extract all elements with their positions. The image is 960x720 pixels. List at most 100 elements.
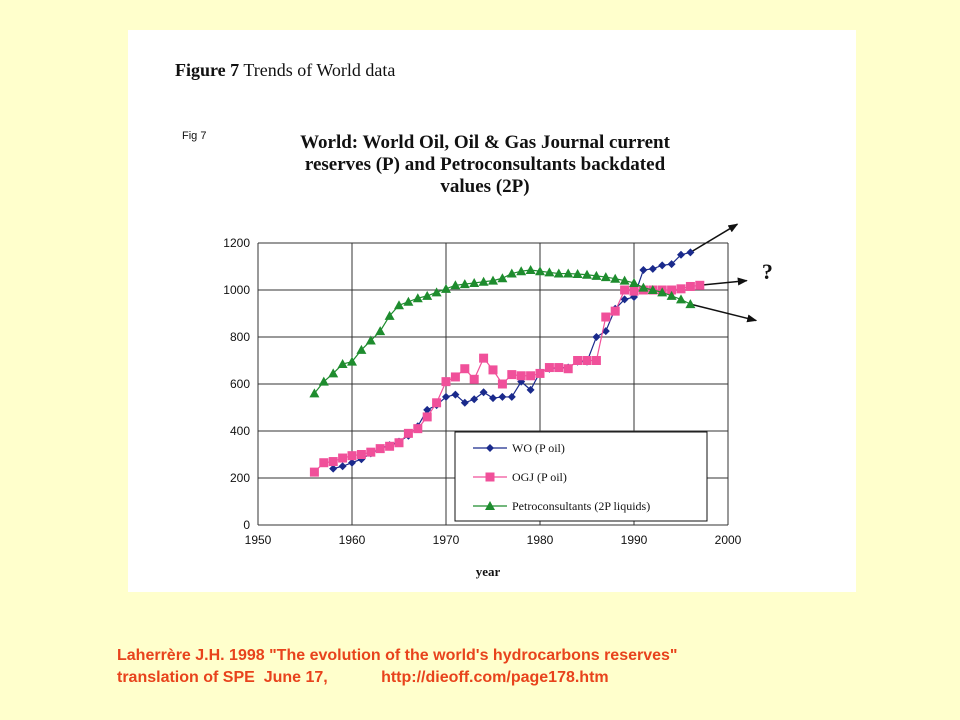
data-point-triangle: [506, 268, 517, 278]
data-point-square: [394, 438, 404, 448]
data-point-diamond: [592, 333, 601, 341]
data-point-square: [366, 447, 376, 457]
citation: Laherrère J.H. 1998 "The evolution of th…: [117, 645, 678, 689]
x-tick-label: 1960: [339, 533, 366, 547]
data-point-square: [544, 363, 554, 373]
data-point-diamond: [601, 327, 610, 336]
data-point-diamond: [639, 266, 648, 275]
data-point-diamond: [348, 458, 356, 467]
data-point-square: [469, 374, 479, 384]
data-point-triangle: [488, 275, 498, 285]
data-point-diamond: [648, 264, 657, 273]
data-point-triangle: [478, 276, 489, 286]
data-point-diamond: [338, 462, 347, 471]
chart-title-line: values (2P): [440, 176, 530, 197]
y-tick-label: 1000: [223, 283, 250, 297]
data-point-square: [375, 444, 385, 454]
data-point-square: [582, 356, 592, 365]
data-point-triangle: [544, 267, 555, 277]
data-point-triangle: [309, 388, 320, 398]
data-point-diamond: [442, 392, 450, 401]
x-tick-label: 1950: [245, 533, 272, 547]
data-point-square: [309, 467, 319, 477]
data-point-diamond: [479, 388, 488, 397]
data-point-square: [450, 372, 460, 382]
data-point-triangle: [384, 310, 395, 320]
data-point-square: [328, 457, 338, 467]
projection-arrow: [690, 303, 758, 323]
data-point-square: [554, 363, 564, 373]
data-point-triangle: [535, 266, 545, 276]
data-point-diamond: [620, 295, 629, 304]
data-point-diamond: [686, 248, 695, 257]
y-tick-label: 600: [230, 377, 250, 391]
y-tick-label: 200: [230, 471, 250, 485]
data-point-square: [573, 356, 583, 365]
data-point-triangle: [441, 283, 451, 293]
data-point-triangle: [600, 272, 611, 282]
data-point-square: [591, 356, 601, 365]
fig-label: Fig 7: [182, 130, 207, 142]
legend-label: WO (P oil): [512, 441, 565, 455]
data-point-square: [432, 398, 442, 408]
data-point-square: [422, 412, 432, 422]
data-point-diamond: [489, 394, 497, 403]
data-point-triangle: [666, 290, 677, 300]
data-point-square: [620, 285, 630, 295]
data-point-triangle: [638, 282, 649, 292]
data-point-square: [403, 428, 413, 438]
figure-caption-label: Figure 7: [175, 60, 240, 80]
data-point-square: [385, 441, 395, 451]
legend-label: Petroconsultants (2P liquids): [512, 499, 650, 513]
y-tick-label: 0: [243, 518, 250, 532]
data-point-square: [507, 370, 517, 380]
data-point-diamond: [460, 398, 469, 407]
data-point-diamond: [667, 260, 676, 269]
data-point-square: [488, 365, 498, 375]
data-point-square: [441, 377, 451, 387]
x-tick-label: 1980: [527, 533, 554, 547]
y-tick-label: 400: [230, 424, 250, 438]
data-point-triangle: [582, 269, 592, 279]
data-point-triangle: [676, 294, 686, 304]
projection-arrow: [690, 223, 739, 254]
data-point-diamond: [451, 390, 460, 399]
y-tick-label: 800: [230, 330, 250, 344]
data-point-square: [563, 364, 573, 374]
data-point-square: [526, 371, 536, 381]
data-point-triangle: [431, 287, 442, 297]
data-point-triangle: [525, 265, 536, 275]
data-point-square: [535, 368, 545, 378]
x-tick-label: 2000: [715, 533, 742, 547]
data-point-square: [601, 312, 611, 322]
chart-title-line: World: World Oil, Oil & Gas Journal curr…: [300, 132, 670, 153]
citation-line: translation of SPE June 17, http://dieof…: [117, 669, 609, 686]
legend-marker: [485, 472, 495, 482]
data-point-triangle: [619, 275, 630, 285]
legend-label: OGJ (P oil): [512, 470, 567, 484]
data-point-triangle: [318, 376, 329, 386]
data-point-triangle: [685, 299, 696, 309]
data-point-square: [685, 281, 695, 291]
data-point-triangle: [572, 269, 583, 279]
data-point-diamond: [329, 464, 338, 473]
data-point-diamond: [526, 385, 535, 394]
data-point-triangle: [516, 266, 527, 276]
legend-marker: [485, 501, 495, 510]
data-point-triangle: [647, 285, 658, 294]
data-point-triangle: [356, 344, 367, 354]
data-point-triangle: [657, 287, 668, 297]
projection-arrow: [699, 277, 748, 287]
legend-marker: [486, 444, 494, 452]
x-tick-label: 1990: [621, 533, 648, 547]
data-point-diamond: [423, 405, 432, 414]
data-point-triangle: [553, 268, 564, 278]
data-point-triangle: [328, 368, 339, 378]
data-point-diamond: [677, 250, 685, 259]
data-point-triangle: [629, 277, 639, 287]
data-point-diamond: [498, 392, 507, 401]
question-mark: ?: [762, 259, 773, 284]
data-point-square: [629, 286, 639, 296]
data-point-triangle: [347, 356, 357, 366]
